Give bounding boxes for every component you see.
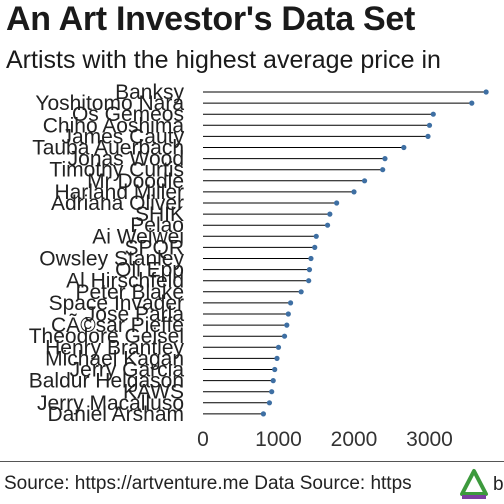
dot-yoshitomo-nara xyxy=(469,100,475,106)
y-label-pelao: Pelao xyxy=(130,214,184,237)
dot-os-gemeos xyxy=(430,111,436,117)
dot-michael-kagan xyxy=(274,355,280,361)
y-label-kaws: KAWS xyxy=(123,381,184,404)
dot-al-hirschfeld xyxy=(306,278,312,284)
y-label-oli-epp: Oli Epp xyxy=(115,259,184,282)
dot-space-invader xyxy=(287,300,294,306)
dot-adriana-oliver xyxy=(334,200,340,206)
dot-shik xyxy=(327,211,333,217)
chart-title: An Art Investor's Data Set xyxy=(6,0,416,38)
dot-jose-parla xyxy=(285,311,291,317)
y-label-baldur-helgason: Baldur Helgason xyxy=(29,370,184,393)
dot-peter-blake xyxy=(298,289,304,295)
dot-daniel-arsham xyxy=(260,411,266,417)
y-label-daniel-arsham: Daniel Arsham xyxy=(47,403,184,426)
dots-layer xyxy=(260,89,489,417)
chart-subtitle: Artists with the highest average price i… xyxy=(6,46,441,74)
y-label-james-cauty: James Cauty xyxy=(61,125,184,148)
triangle-logo-icon xyxy=(460,469,488,499)
dot-owsley-stanley xyxy=(308,255,314,262)
y-label-harland-miller: Harland Miller xyxy=(54,181,184,204)
y-label-c-sar-pieffe: CÃ©sar Pieffe xyxy=(51,313,184,337)
caption-source: Source: https://artventure.me Data Sourc… xyxy=(4,473,412,494)
y-label-adriana-oliver: Adriana Oliver xyxy=(51,192,184,215)
dot-timothy-curtis xyxy=(380,167,386,173)
y-label-jonas-wood: Jonas Wood xyxy=(68,148,184,171)
y-label-henry-brantley: Henry Brantley xyxy=(45,336,184,359)
y-label-space-invader: Space Invader xyxy=(49,292,184,315)
caption-divider xyxy=(0,461,504,462)
dot-jonas-wood xyxy=(382,156,388,162)
dot-kaws xyxy=(269,389,275,395)
x-tick-3000: 3000 xyxy=(406,428,453,451)
dot-jerry-garcia xyxy=(272,366,278,373)
dot-c-sar-pieffe xyxy=(284,322,290,328)
dot-henry-brantley xyxy=(275,344,282,350)
dot-theodore-geisel xyxy=(281,333,288,339)
dot-james-cauty xyxy=(425,133,431,139)
y-label-al-hirschfeld: Al Hirschfeld xyxy=(66,270,184,293)
y-label-owsley-stanley: Owsley Stanley xyxy=(39,248,184,271)
dot-mr-doodle xyxy=(361,178,368,184)
dot-harland-miller xyxy=(351,189,357,195)
y-label-peter-blake: Peter Blake xyxy=(75,281,184,304)
dot-ai-weiwei xyxy=(313,233,319,239)
y-label-yoshitomo-nara: Yoshitomo Nara xyxy=(35,92,184,115)
dot-pelao xyxy=(324,222,331,228)
x-tick-0: 0 xyxy=(197,428,209,451)
dot-tauba-auerbach xyxy=(401,144,407,151)
stems-layer xyxy=(203,91,487,415)
y-label-jerry-macalluso: Jerry Macalluso xyxy=(37,392,184,415)
y-label-banksy: Banksy xyxy=(115,81,184,104)
dot-chiho-aoshima xyxy=(426,122,433,128)
y-label-jose-parla: Jose Parla xyxy=(85,303,185,326)
dot-spqr xyxy=(312,244,318,250)
y-label-jerry-garcia: Jerry Garcia xyxy=(70,359,185,382)
y-label-mr-doodle: Mr Doodle xyxy=(87,170,184,193)
dot-oli-epp xyxy=(306,267,313,273)
y-label-theodore-geisel: Theodore Geisel xyxy=(29,325,184,348)
y-label-tauba-auerbach: Tauba Auerbach xyxy=(32,137,184,160)
caption-tail: b xyxy=(493,474,504,495)
x-axis-ticks: 0 1000 2000 3000 xyxy=(197,428,453,451)
dot-jerry-macalluso xyxy=(266,400,273,406)
y-label-chiho-aoshima: Chiho Aoshima xyxy=(43,114,185,137)
y-label-spqr: SPQR xyxy=(124,236,184,259)
x-tick-1000: 1000 xyxy=(255,428,302,451)
y-label-os-gemeos: Os Gemeos xyxy=(72,103,184,126)
y-label-timothy-curtis: Timothy Curtis xyxy=(49,159,184,182)
y-label-shik: SHIK xyxy=(135,203,184,226)
y-label-ai-weiwei: Ai Weiwei xyxy=(92,225,184,248)
dot-banksy xyxy=(483,89,489,95)
dot-baldur-helgason xyxy=(270,378,276,384)
y-label-michael-kagan: Michael Kagan xyxy=(45,347,184,370)
x-tick-2000: 2000 xyxy=(331,428,378,451)
